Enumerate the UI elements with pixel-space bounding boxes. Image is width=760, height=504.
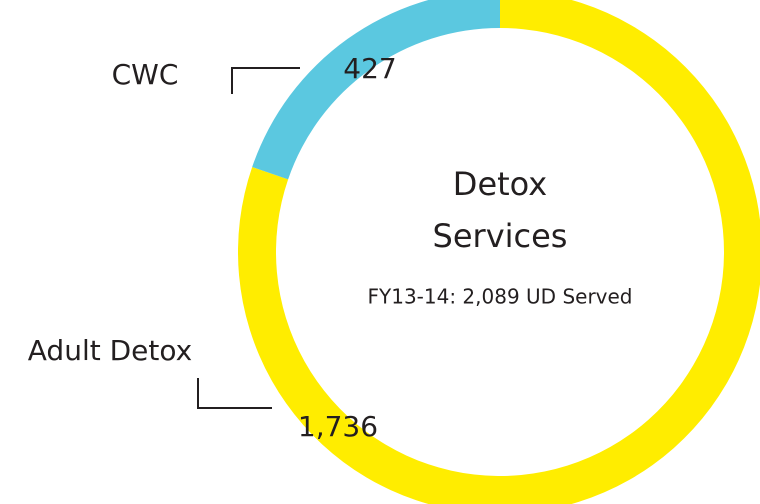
category-label: Adult Detox: [28, 334, 192, 367]
value-label: 427: [343, 52, 396, 85]
slices: [238, 0, 760, 504]
chart-title: Detox: [453, 165, 547, 203]
leader-line: [197, 378, 272, 409]
value-label: 1,736: [298, 410, 378, 443]
chart-title: Services: [433, 217, 568, 255]
leader-line: [231, 67, 300, 94]
category-label: CWC: [112, 58, 179, 91]
chart-subtitle: FY13-14: 2,089 UD Served: [368, 285, 633, 309]
slice: [252, 0, 500, 180]
